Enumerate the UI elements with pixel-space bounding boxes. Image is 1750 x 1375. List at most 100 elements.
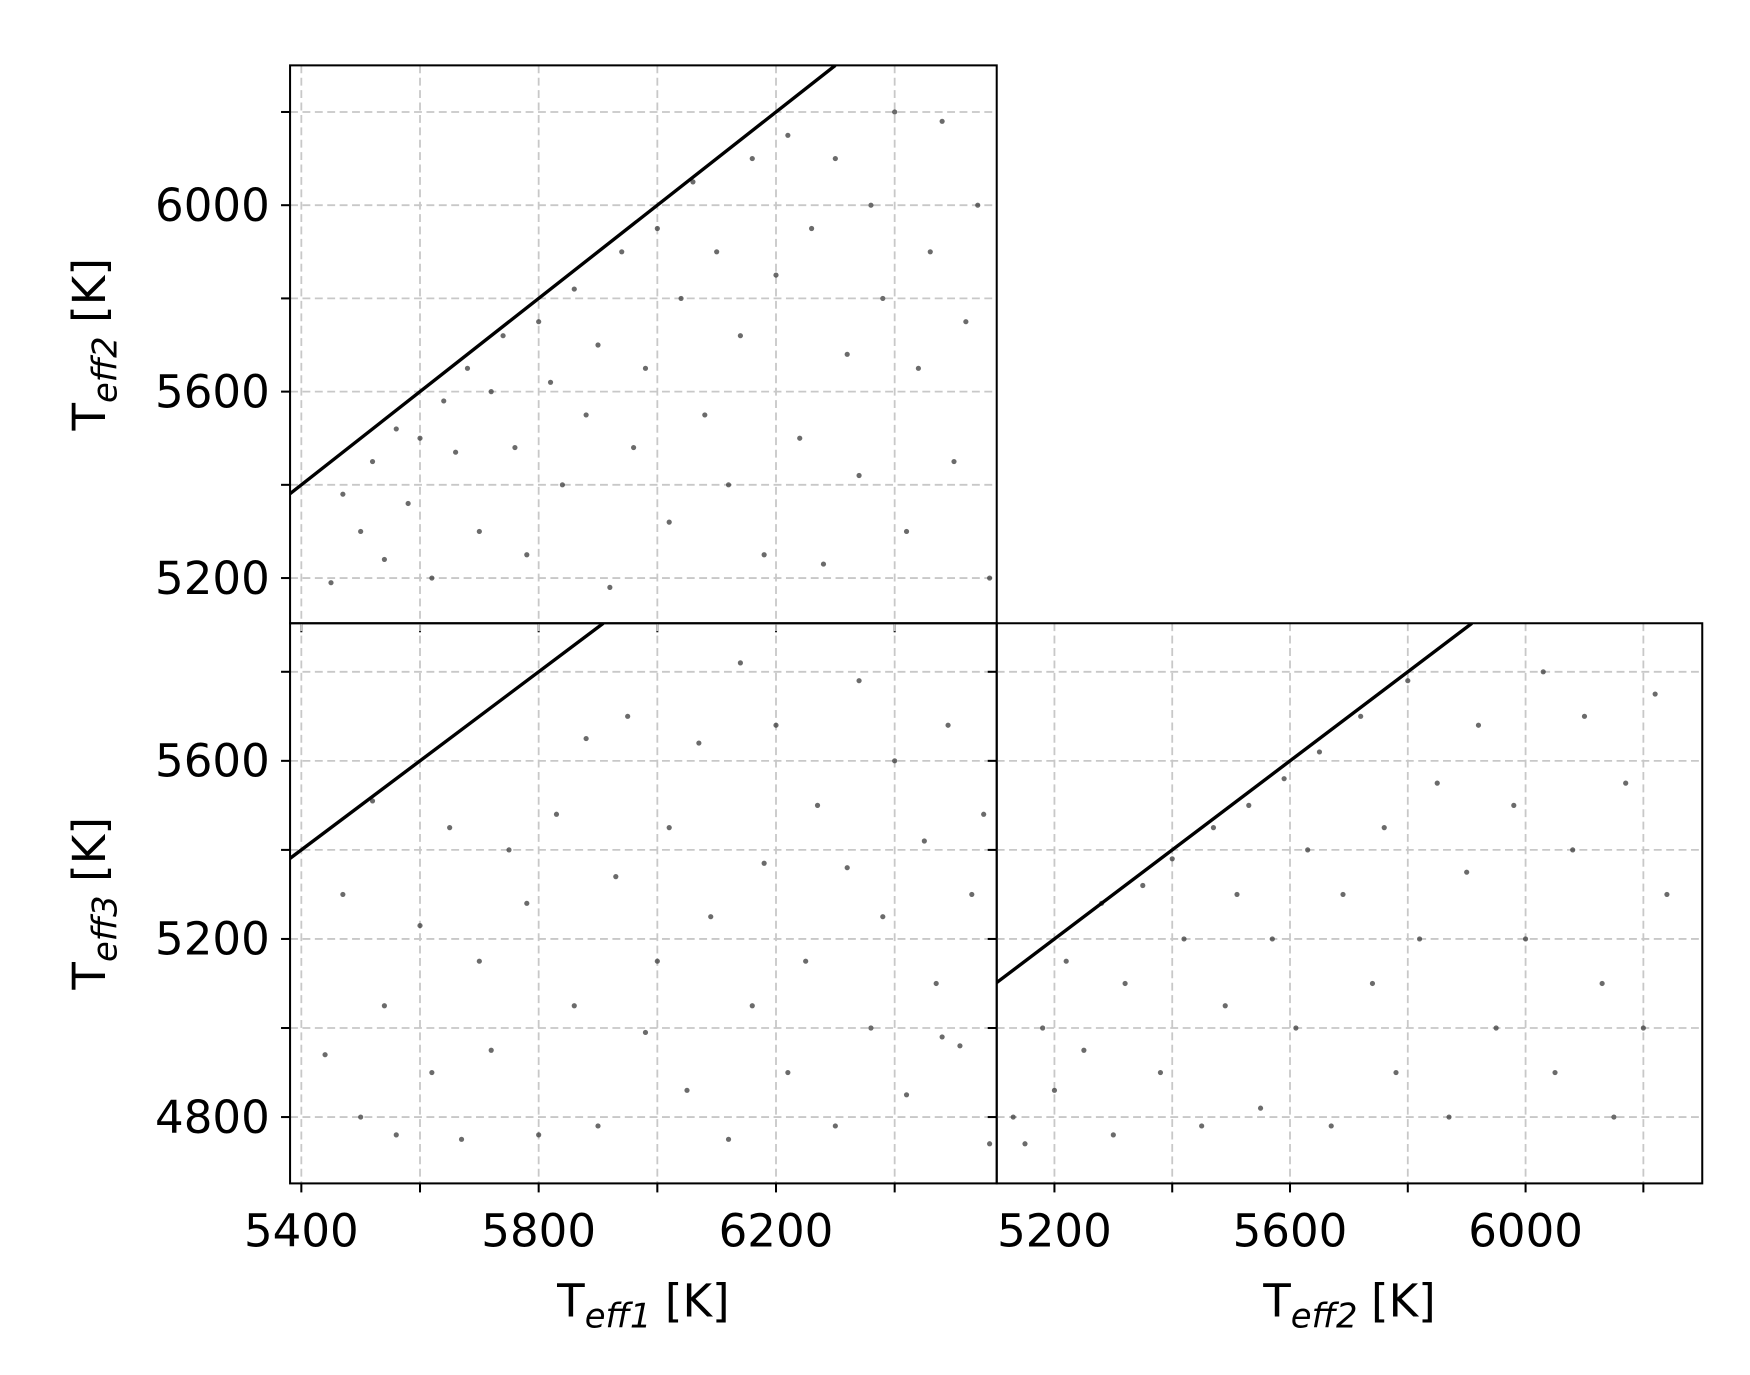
- point: [536, 319, 542, 325]
- reference-line: [996, 623, 1474, 984]
- point: [987, 1141, 993, 1147]
- point: [678, 295, 684, 301]
- point: [464, 365, 471, 371]
- point: [957, 1043, 963, 1049]
- point: [654, 958, 660, 964]
- point: [1328, 1123, 1334, 1129]
- point: [607, 584, 613, 590]
- label-sub: eff1: [585, 1297, 652, 1336]
- x-tick-label: 6000: [1468, 1205, 1583, 1258]
- point: [1393, 1069, 1399, 1076]
- point: [696, 740, 702, 746]
- label-unit: [K]: [63, 258, 116, 323]
- point: [725, 482, 732, 488]
- point: [393, 426, 399, 432]
- y-axis-label: Teff2 [K]: [63, 258, 124, 431]
- label-unit: [K]: [1371, 1274, 1436, 1327]
- point: [903, 528, 910, 535]
- point: [1122, 980, 1128, 987]
- label-base: T: [63, 962, 116, 991]
- point: [328, 580, 334, 586]
- point: [690, 179, 696, 185]
- point: [369, 798, 376, 804]
- point: [1381, 825, 1387, 831]
- point: [1464, 869, 1470, 875]
- point: [1246, 802, 1252, 808]
- point: [975, 202, 981, 208]
- point: [820, 561, 827, 567]
- label-base: T: [63, 403, 116, 432]
- point: [761, 552, 767, 558]
- point: [832, 155, 838, 162]
- point: [583, 412, 589, 418]
- x-tick-label: 5400: [244, 1205, 359, 1258]
- point: [441, 398, 447, 404]
- point: [458, 1136, 465, 1142]
- point: [844, 351, 850, 357]
- point: [684, 1087, 690, 1093]
- point: [868, 202, 874, 208]
- point: [553, 811, 560, 817]
- point: [1358, 713, 1364, 719]
- point: [476, 528, 482, 535]
- panel: [290, 623, 997, 1184]
- point: [939, 118, 945, 124]
- point: [737, 333, 743, 339]
- point: [1010, 1114, 1016, 1120]
- point: [1599, 980, 1605, 987]
- point: [933, 980, 939, 987]
- point: [1640, 1025, 1646, 1031]
- point: [1040, 1025, 1046, 1031]
- y-tick-label: 6000: [155, 179, 270, 232]
- point: [654, 225, 660, 232]
- x-tick-label: 6200: [719, 1205, 834, 1258]
- point: [666, 519, 672, 525]
- point: [1611, 1114, 1617, 1120]
- point: [358, 1114, 364, 1120]
- point: [1157, 1069, 1164, 1076]
- point: [642, 1029, 649, 1036]
- label-sub: eff2: [85, 336, 124, 403]
- point: [405, 500, 411, 507]
- label-base: T: [1262, 1274, 1291, 1327]
- point: [892, 109, 898, 115]
- x-tick-label: 5800: [481, 1205, 596, 1258]
- point: [429, 575, 435, 581]
- point: [773, 722, 779, 728]
- point: [631, 444, 637, 451]
- point: [619, 249, 625, 255]
- point: [1405, 678, 1411, 684]
- point: [453, 449, 459, 455]
- point: [417, 923, 423, 929]
- point: [809, 225, 815, 232]
- panel-frame: [995, 622, 1704, 1185]
- point: [1281, 776, 1287, 782]
- point: [702, 412, 708, 418]
- point: [1269, 936, 1275, 942]
- x-tick-label: 5200: [997, 1205, 1112, 1258]
- label-unit: [K]: [665, 1274, 730, 1327]
- y-tick-label: 5200: [155, 913, 270, 966]
- point: [666, 825, 672, 831]
- point: [856, 472, 862, 479]
- point: [814, 802, 821, 808]
- point: [737, 660, 743, 666]
- label-unit: [K]: [63, 817, 116, 882]
- point: [714, 249, 720, 255]
- point: [951, 458, 957, 465]
- point: [447, 825, 453, 831]
- label-base: T: [556, 1274, 585, 1327]
- point: [524, 552, 530, 558]
- point: [1623, 780, 1629, 786]
- point: [322, 1052, 328, 1058]
- point: [1022, 1141, 1028, 1147]
- point: [749, 155, 755, 162]
- point: [981, 811, 987, 817]
- y-axis-label: Teff3 [K]: [63, 817, 124, 990]
- point: [1540, 669, 1546, 675]
- point: [1081, 1047, 1087, 1053]
- point: [595, 342, 601, 348]
- point: [381, 556, 387, 562]
